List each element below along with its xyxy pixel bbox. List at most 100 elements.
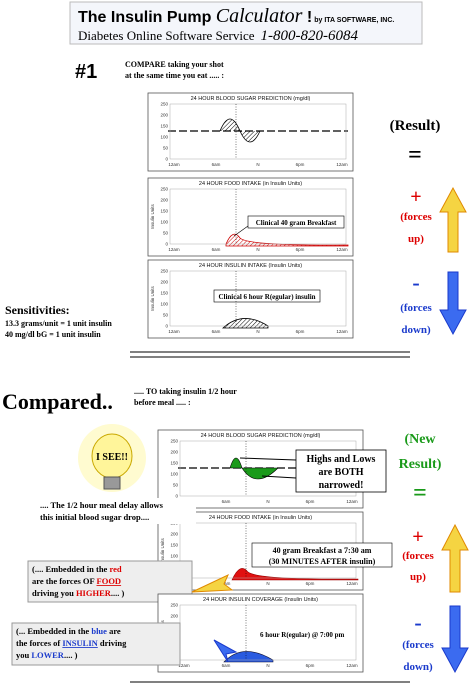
y-tick-label: 150 (160, 124, 168, 129)
instruction: before meal ..... : (134, 398, 191, 407)
section-number: #1 (75, 61, 97, 83)
forces-down: (forces (400, 302, 432, 314)
callout-box (247, 215, 345, 229)
x-tick-label: N (266, 581, 269, 586)
y-tick-label: 200 (160, 113, 168, 118)
arrow (233, 225, 249, 237)
note-box (36, 498, 196, 524)
note-box (11, 622, 181, 666)
y-tick-label: 200 (170, 450, 178, 455)
instruction: COMPARE taking your shot (125, 60, 224, 69)
y-tick-label: 200 (160, 280, 168, 285)
section-heading: Compared.. (2, 389, 113, 414)
forces-up: (forces (400, 211, 432, 223)
y-tick-label: 150 (170, 543, 178, 548)
curve (231, 568, 359, 581)
header-title: The Insulin Pump Calculator ! by ITA SOFT… (78, 5, 394, 27)
callout: Clinical 6 hour R(egular) insulin (218, 293, 315, 301)
x-tick-label: 6am (222, 663, 231, 668)
y-tick-label: 50 (163, 146, 169, 151)
y-axis-label: Insulin Units (160, 537, 165, 562)
x-tick-label: 12am (336, 329, 348, 334)
y-tick-label: 50 (173, 483, 179, 488)
y-axis-label: Insulin Units (150, 285, 155, 310)
curve (219, 118, 261, 143)
sensitivity: 40 mg/dl bG = 1 unit insulin (5, 330, 101, 339)
forces-up: up) (408, 233, 424, 245)
y-tick-label: 150 (160, 209, 168, 214)
x-tick-label: 6pm (296, 329, 305, 334)
equals: = (408, 142, 422, 168)
blue-note: the forces of INSULIN driving (16, 638, 127, 648)
x-tick-label: 12am (346, 581, 358, 586)
callout-box (251, 542, 393, 568)
panel-title: 24 HOUR FOOD INTAKE (in Insulin Units) (209, 515, 312, 521)
y-tick-label: 100 (160, 220, 168, 225)
x-tick-label: 6am (212, 329, 221, 334)
blue-note: (... Embedded in the blue are (16, 626, 121, 636)
x-tick-label: 12am (336, 162, 348, 167)
minus: - (414, 610, 421, 635)
x-tick-label: 6am (222, 499, 231, 504)
y-tick-label: 0 (165, 157, 168, 162)
plot-area (169, 103, 347, 160)
x-tick-label: 12am (168, 162, 180, 167)
panel: Clinical 40 gram Breakfast 24 HOUR FOOD … (147, 177, 354, 257)
y-tick-label: 0 (165, 324, 168, 329)
panel: 24 HOUR INSULIN COVERAGE (Insulin Units)… (157, 593, 364, 673)
y-tick-label: 50 (163, 313, 169, 318)
callout-box (295, 449, 387, 493)
callout: narrowed! (319, 480, 364, 491)
y-tick-label: 200 (160, 198, 168, 203)
plus: + (412, 526, 423, 548)
y-tick-label: 150 (170, 461, 178, 466)
equals: = (413, 480, 427, 506)
forces-down: down) (401, 324, 431, 336)
y-tick-label: 150 (160, 291, 168, 296)
callout: Clinical 40 gram Breakfast (256, 219, 337, 227)
x-tick-label: N (256, 329, 259, 334)
result: Result) (399, 457, 442, 472)
arrow-down (439, 271, 467, 336)
x-tick-label: 6am (212, 247, 221, 252)
x-tick-label: 6pm (306, 663, 315, 668)
x-tick-label: 12am (346, 663, 358, 668)
arrow-down (441, 605, 469, 674)
plot-area (169, 188, 347, 245)
x-tick-label: 6am (222, 581, 231, 586)
y-tick-label: 100 (160, 135, 168, 140)
curve (241, 467, 279, 480)
bulb-text: I SEE!! (96, 452, 128, 463)
panel-title: 24 HOUR BLOOD SUGAR PREDICTION (mg/dl) (201, 433, 321, 439)
note: .... The 1/2 hour meal delay allows (40, 500, 164, 510)
x-tick-label: 6pm (296, 247, 305, 252)
header-service: Diabetes Online Software Service 1-800-82… (78, 28, 359, 44)
callout: (30 MINUTES AFTER insulin) (269, 557, 376, 566)
callout-box (213, 289, 321, 303)
y-tick-label: 100 (170, 554, 178, 559)
arrow (191, 573, 234, 593)
y-tick-label: 0 (175, 494, 178, 499)
arrow (239, 457, 297, 461)
y-axis-label: Insulin Units (150, 203, 155, 228)
note: this initial blood sugar drop.... (40, 512, 149, 522)
forces-up: up) (410, 571, 426, 583)
bulb-base (103, 476, 121, 490)
y-tick-label: 200 (170, 532, 178, 537)
curve (225, 233, 349, 247)
panel-title: 24 HOUR INSULIN COVERAGE (Insulin Units) (203, 597, 318, 603)
y-tick-label: 50 (163, 231, 169, 236)
result: (New (404, 432, 436, 447)
y-tick-label: 250 (170, 603, 178, 608)
arrow-up (439, 186, 467, 253)
callout: are BOTH (318, 467, 363, 478)
x-tick-label: N (256, 162, 259, 167)
x-tick-label: 12am (168, 329, 180, 334)
panel-title: 24 HOUR FOOD INTAKE (in Insulin Units) (199, 181, 302, 187)
sensitivity: 13.3 grams/unit = 1 unit insulin (5, 319, 112, 328)
x-tick-label: 6pm (296, 162, 305, 167)
arrow (261, 475, 297, 479)
callout: Highs and Lows (307, 454, 376, 465)
result: (Result) (390, 118, 441, 134)
